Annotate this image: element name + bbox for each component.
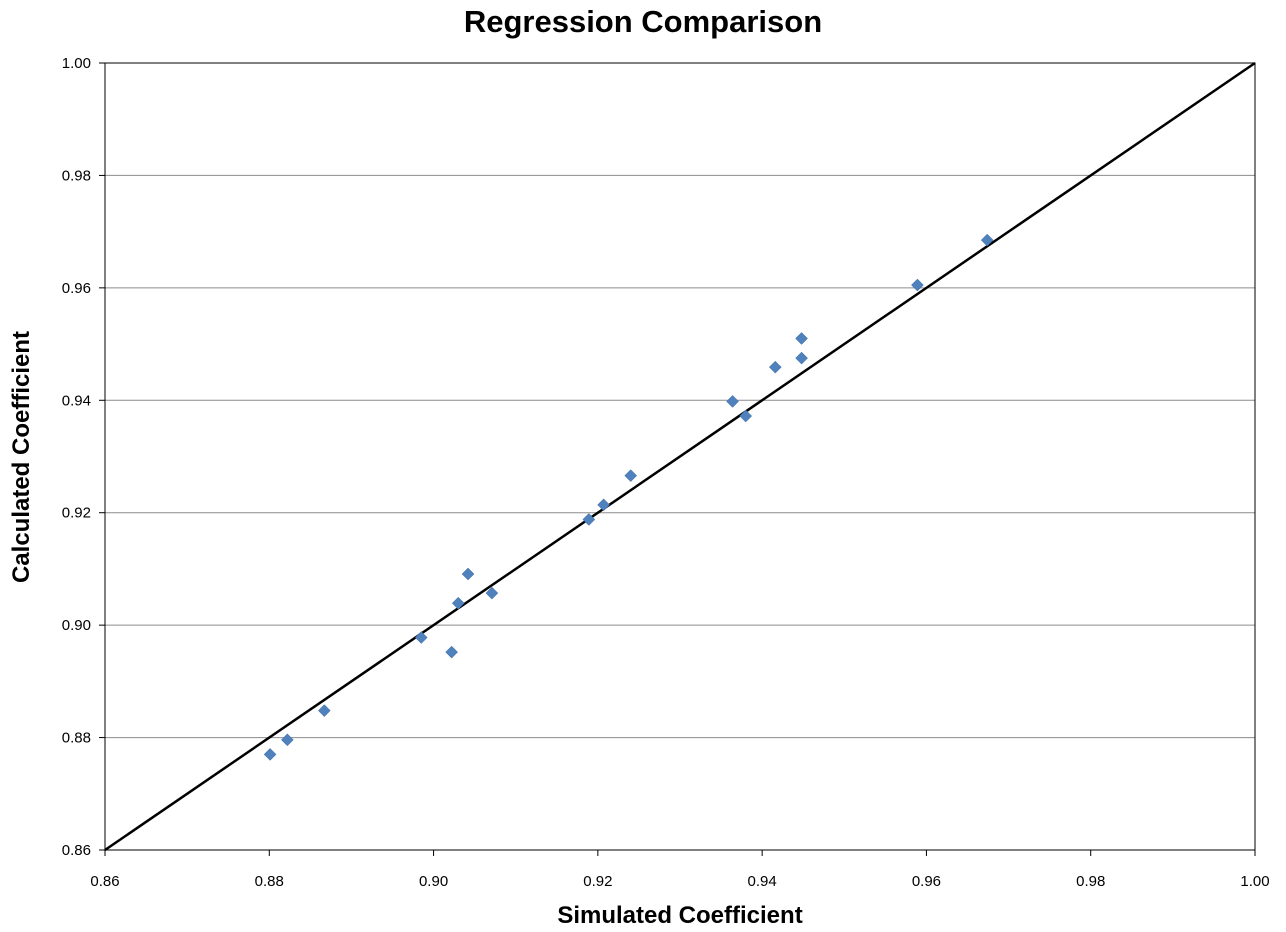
data-point xyxy=(598,499,610,511)
data-point xyxy=(281,734,293,746)
y-tick-label: 0.96 xyxy=(62,280,91,297)
x-tick-label: 0.86 xyxy=(90,873,119,890)
y-tick-label: 0.86 xyxy=(62,842,91,859)
data-point xyxy=(625,470,637,482)
x-tick-label: 0.98 xyxy=(1076,873,1105,890)
data-point xyxy=(911,279,923,291)
data-point xyxy=(769,361,781,373)
data-point xyxy=(415,632,427,644)
data-point xyxy=(452,597,464,609)
y-tick-label: 0.90 xyxy=(62,617,91,634)
data-point xyxy=(462,568,474,580)
data-point xyxy=(796,332,808,344)
x-axis-title: Simulated Coefficient xyxy=(105,902,1255,930)
y-tick-label: 0.94 xyxy=(62,392,91,409)
data-point xyxy=(318,705,330,717)
x-tick-label: 0.94 xyxy=(748,873,777,890)
y-tick-label: 0.92 xyxy=(62,505,91,522)
x-tick-label: 0.90 xyxy=(419,873,448,890)
y-tick-label: 0.88 xyxy=(62,730,91,747)
y-tick-label: 1.00 xyxy=(62,55,91,72)
y-tick-label: 0.98 xyxy=(62,167,91,184)
y-axis-title: Calculated Coefficient xyxy=(8,331,36,583)
data-point xyxy=(727,395,739,407)
x-tick-label: 1.00 xyxy=(1240,873,1269,890)
data-point xyxy=(796,352,808,364)
x-tick-label: 0.92 xyxy=(583,873,612,890)
reference-line xyxy=(105,63,1255,850)
x-tick-label: 0.96 xyxy=(912,873,941,890)
data-point xyxy=(740,410,752,422)
x-tick-label: 0.88 xyxy=(255,873,284,890)
data-point xyxy=(446,646,458,658)
data-point xyxy=(264,748,276,760)
